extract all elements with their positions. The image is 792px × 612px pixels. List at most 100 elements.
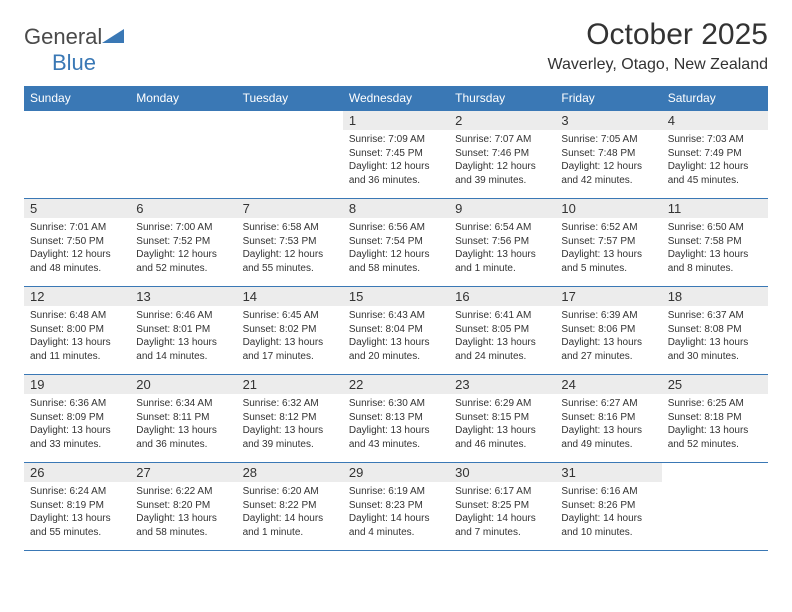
day-details: Sunrise: 6:58 AMSunset: 7:53 PMDaylight:… xyxy=(243,221,337,275)
sunset-text: Sunset: 8:16 PM xyxy=(561,411,655,425)
sunrise-text: Sunrise: 6:52 AM xyxy=(561,221,655,235)
day-details: Sunrise: 6:22 AMSunset: 8:20 PMDaylight:… xyxy=(136,485,230,539)
calendar-day-cell: 20Sunrise: 6:34 AMSunset: 8:11 PMDayligh… xyxy=(130,375,236,463)
daylight-text-1: Daylight: 13 hours xyxy=(561,336,655,350)
weekday-header: Tuesday xyxy=(237,86,343,111)
daylight-text-1: Daylight: 14 hours xyxy=(243,512,337,526)
daylight-text-1: Daylight: 14 hours xyxy=(561,512,655,526)
sunset-text: Sunset: 8:00 PM xyxy=(30,323,124,337)
calendar-day-cell: 8 Sunrise: 6:56 AMSunset: 7:54 PMDaylight… xyxy=(343,199,449,287)
calendar-day-cell: 31Sunrise: 6:16 AMSunset: 8:26 PMDayligh… xyxy=(555,463,661,551)
calendar-day-cell: 21Sunrise: 6:32 AMSunset: 8:12 PMDayligh… xyxy=(237,375,343,463)
daylight-text-2: and 39 minutes. xyxy=(243,438,337,452)
calendar-table: Sunday Monday Tuesday Wednesday Thursday… xyxy=(24,86,768,551)
sunset-text: Sunset: 8:11 PM xyxy=(136,411,230,425)
day-number: 29 xyxy=(343,463,449,482)
weekday-header: Saturday xyxy=(662,86,768,111)
day-number: 8 xyxy=(343,199,449,218)
sunset-text: Sunset: 8:09 PM xyxy=(30,411,124,425)
day-number: 28 xyxy=(237,463,343,482)
sunrise-text: Sunrise: 6:27 AM xyxy=(561,397,655,411)
daylight-text-1: Daylight: 13 hours xyxy=(136,512,230,526)
day-number: 16 xyxy=(449,287,555,306)
location-text: Waverley, Otago, New Zealand xyxy=(547,56,768,74)
day-details: Sunrise: 7:05 AMSunset: 7:48 PMDaylight:… xyxy=(561,133,655,187)
day-number: 9 xyxy=(449,199,555,218)
daylight-text-2: and 58 minutes. xyxy=(349,262,443,276)
daylight-text-1: Daylight: 13 hours xyxy=(30,424,124,438)
sunrise-text: Sunrise: 6:50 AM xyxy=(668,221,762,235)
daylight-text-2: and 46 minutes. xyxy=(455,438,549,452)
day-number: 30 xyxy=(449,463,555,482)
sunrise-text: Sunrise: 6:46 AM xyxy=(136,309,230,323)
sunset-text: Sunset: 8:05 PM xyxy=(455,323,549,337)
sunrise-text: Sunrise: 6:24 AM xyxy=(30,485,124,499)
sunset-text: Sunset: 8:02 PM xyxy=(243,323,337,337)
sunset-text: Sunset: 8:22 PM xyxy=(243,499,337,513)
day-details: Sunrise: 6:30 AMSunset: 8:13 PMDaylight:… xyxy=(349,397,443,451)
sunrise-text: Sunrise: 6:34 AM xyxy=(136,397,230,411)
sunrise-text: Sunrise: 6:48 AM xyxy=(30,309,124,323)
sunset-text: Sunset: 8:13 PM xyxy=(349,411,443,425)
daylight-text-2: and 30 minutes. xyxy=(668,350,762,364)
daylight-text-1: Daylight: 12 hours xyxy=(349,160,443,174)
day-details: Sunrise: 7:07 AMSunset: 7:46 PMDaylight:… xyxy=(455,133,549,187)
calendar-day-cell: 6Sunrise: 7:00 AMSunset: 7:52 PMDaylight… xyxy=(130,199,236,287)
calendar-day-cell: 18Sunrise: 6:37 AMSunset: 8:08 PMDayligh… xyxy=(662,287,768,375)
daylight-text-2: and 20 minutes. xyxy=(349,350,443,364)
calendar-day-cell: 7 Sunrise: 6:58 AMSunset: 7:53 PMDaylight… xyxy=(237,199,343,287)
calendar-day-cell: 15Sunrise: 6:43 AMSunset: 8:04 PMDayligh… xyxy=(343,287,449,375)
sunset-text: Sunset: 8:04 PM xyxy=(349,323,443,337)
daylight-text-1: Daylight: 13 hours xyxy=(668,336,762,350)
sunset-text: Sunset: 8:18 PM xyxy=(668,411,762,425)
calendar-day-cell: 10Sunrise: 6:52 AMSunset: 7:57 PMDayligh… xyxy=(555,199,661,287)
calendar-day-cell: 3 Sunrise: 7:05 AMSunset: 7:48 PMDaylight… xyxy=(555,111,661,199)
weekday-header: Monday xyxy=(130,86,236,111)
sunrise-text: Sunrise: 6:25 AM xyxy=(668,397,762,411)
calendar-day-cell xyxy=(237,111,343,199)
sunrise-text: Sunrise: 6:30 AM xyxy=(349,397,443,411)
daylight-text-1: Daylight: 13 hours xyxy=(668,424,762,438)
daylight-text-2: and 58 minutes. xyxy=(136,526,230,540)
day-number: 13 xyxy=(130,287,236,306)
daylight-text-2: and 55 minutes. xyxy=(30,526,124,540)
calendar-day-cell: 16 Sunrise: 6:41 AMSunset: 8:05 PMDayligh… xyxy=(449,287,555,375)
daylight-text-1: Daylight: 12 hours xyxy=(455,160,549,174)
day-number: 24 xyxy=(555,375,661,394)
daylight-text-1: Daylight: 13 hours xyxy=(455,336,549,350)
daylight-text-2: and 7 minutes. xyxy=(455,526,549,540)
calendar-week-row: 1Sunrise: 7:09 AMSunset: 7:45 PMDaylight… xyxy=(24,111,768,199)
day-number: 31 xyxy=(555,463,661,482)
day-number: 1 xyxy=(343,111,449,130)
day-number: 22 xyxy=(343,375,449,394)
day-details: Sunrise: 6:37 AMSunset: 8:08 PMDaylight:… xyxy=(668,309,762,363)
calendar-week-row: 26Sunrise: 6:24 AMSunset: 8:19 PMDayligh… xyxy=(24,463,768,551)
daylight-text-2: and 10 minutes. xyxy=(561,526,655,540)
sunrise-text: Sunrise: 6:32 AM xyxy=(243,397,337,411)
calendar-day-cell: 2Sunrise: 7:07 AMSunset: 7:46 PMDaylight… xyxy=(449,111,555,199)
sunset-text: Sunset: 7:46 PM xyxy=(455,147,549,161)
day-number: 7 xyxy=(237,199,343,218)
calendar-day-cell: 23Sunrise: 6:29 AMSunset: 8:15 PMDayligh… xyxy=(449,375,555,463)
daylight-text-2: and 36 minutes. xyxy=(349,174,443,188)
day-details: Sunrise: 6:56 AMSunset: 7:54 PMDaylight:… xyxy=(349,221,443,275)
daylight-text-2: and 42 minutes. xyxy=(561,174,655,188)
sunrise-text: Sunrise: 7:03 AM xyxy=(668,133,762,147)
daylight-text-1: Daylight: 13 hours xyxy=(455,424,549,438)
weekday-header: Friday xyxy=(555,86,661,111)
day-number: 3 xyxy=(555,111,661,130)
sunrise-text: Sunrise: 6:41 AM xyxy=(455,309,549,323)
weekday-header: Sunday xyxy=(24,86,130,111)
logo-triangle-icon xyxy=(102,24,124,49)
sunrise-text: Sunrise: 7:07 AM xyxy=(455,133,549,147)
sunrise-text: Sunrise: 6:19 AM xyxy=(349,485,443,499)
daylight-text-1: Daylight: 13 hours xyxy=(243,424,337,438)
title-block: October 2025 Waverley, Otago, New Zealan… xyxy=(547,18,768,74)
sunset-text: Sunset: 7:48 PM xyxy=(561,147,655,161)
daylight-text-1: Daylight: 14 hours xyxy=(455,512,549,526)
day-number: 14 xyxy=(237,287,343,306)
calendar-body: 1Sunrise: 7:09 AMSunset: 7:45 PMDaylight… xyxy=(24,111,768,551)
daylight-text-1: Daylight: 13 hours xyxy=(561,424,655,438)
calendar-day-cell: 1Sunrise: 7:09 AMSunset: 7:45 PMDaylight… xyxy=(343,111,449,199)
daylight-text-2: and 33 minutes. xyxy=(30,438,124,452)
